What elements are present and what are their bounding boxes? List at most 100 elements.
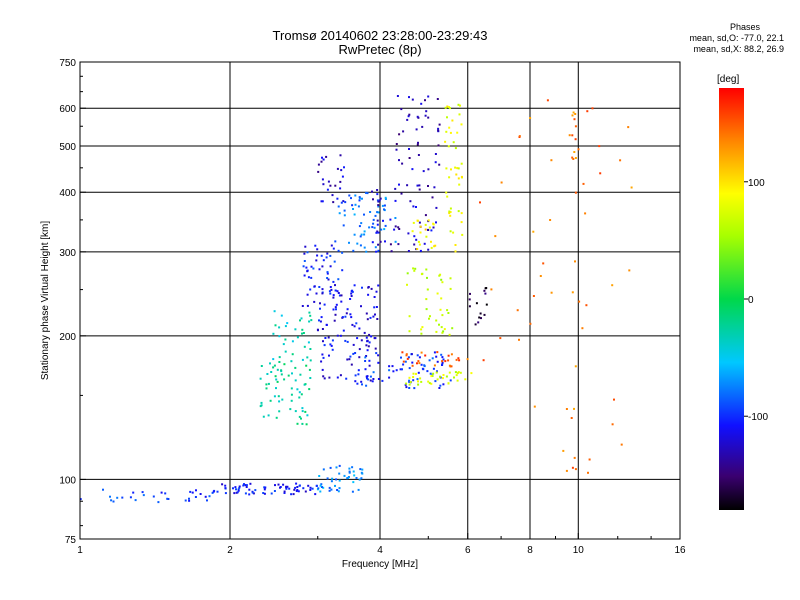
data-point: [102, 488, 104, 491]
data-point: [438, 163, 441, 166]
data-point: [429, 372, 432, 375]
data-point: [337, 490, 340, 493]
data-point: [375, 250, 378, 253]
data-point: [350, 295, 353, 297]
data-point: [323, 377, 326, 380]
data-point: [318, 319, 320, 322]
data-point: [414, 267, 417, 270]
data-point: [440, 297, 443, 300]
data-point: [330, 344, 333, 347]
data-point: [348, 358, 351, 361]
data-point: [574, 138, 577, 141]
data-point: [277, 395, 280, 398]
data-point: [320, 316, 323, 319]
data-point: [441, 377, 444, 380]
data-point: [298, 396, 301, 399]
data-point: [315, 259, 318, 262]
data-point: [477, 321, 480, 324]
data-point: [352, 352, 355, 355]
data-point: [260, 365, 263, 367]
data-point: [354, 352, 357, 354]
data-point: [361, 468, 364, 471]
data-point: [436, 98, 439, 100]
data-point: [395, 143, 398, 145]
data-point: [224, 492, 227, 495]
data-point: [571, 156, 574, 159]
data-point: [157, 501, 160, 504]
data-point: [402, 363, 405, 366]
data-point: [447, 382, 450, 385]
phase-info: Phases mean, sd,O: -77.0, 22.1 mean, sd,…: [604, 22, 784, 55]
data-point: [337, 249, 340, 252]
data-point: [330, 244, 333, 247]
data-point: [318, 475, 321, 477]
data-point: [365, 191, 367, 194]
data-point: [299, 319, 301, 322]
data-point: [438, 387, 441, 389]
data-point: [406, 118, 409, 121]
data-point: [331, 348, 334, 351]
data-point: [366, 318, 369, 321]
data-point: [413, 269, 416, 272]
data-point: [265, 387, 268, 390]
data-point: [332, 294, 335, 297]
data-point: [460, 175, 463, 178]
data-point: [479, 312, 482, 315]
data-point: [280, 369, 283, 372]
data-point: [434, 244, 437, 247]
data-point: [325, 323, 328, 326]
data-point: [365, 312, 368, 315]
data-point: [288, 487, 291, 490]
data-point: [411, 168, 414, 171]
data-point: [457, 210, 460, 213]
data-point: [332, 280, 335, 283]
data-point: [376, 230, 379, 233]
data-point: [398, 228, 401, 230]
data-point: [417, 154, 420, 156]
data-point: [398, 159, 400, 162]
data-point: [314, 244, 317, 247]
data-point: [420, 351, 423, 354]
data-point: [421, 125, 424, 128]
data-point: [400, 356, 402, 359]
data-point: [369, 211, 372, 213]
data-point: [417, 383, 420, 386]
data-point: [397, 226, 400, 229]
data-point: [242, 484, 245, 487]
data-point: [454, 371, 457, 374]
data-point: [415, 128, 418, 131]
data-point: [341, 269, 344, 272]
data-point: [295, 482, 298, 485]
data-point: [620, 443, 623, 446]
data-point: [348, 471, 351, 474]
data-point: [344, 339, 347, 342]
data-point: [284, 338, 287, 341]
data-point: [376, 189, 379, 191]
data-point: [413, 387, 416, 390]
data-point: [450, 168, 452, 171]
data-point: [363, 213, 365, 216]
data-point: [599, 172, 602, 175]
data-point: [441, 361, 444, 364]
data-point: [518, 338, 520, 341]
data-point: [355, 322, 358, 325]
data-point: [450, 353, 453, 356]
data-point: [408, 330, 411, 333]
data-point: [331, 477, 334, 480]
data-point: [350, 363, 353, 366]
data-point: [435, 330, 438, 333]
data-point: [434, 380, 437, 383]
data-point: [360, 477, 363, 480]
data-point: [307, 276, 310, 279]
data-point: [273, 490, 276, 492]
data-point: [458, 183, 461, 186]
data-point: [320, 254, 323, 257]
data-point: [310, 319, 313, 322]
data-point: [277, 483, 280, 486]
data-point: [427, 95, 430, 98]
data-point: [334, 484, 336, 487]
data-point: [448, 364, 451, 367]
data-point: [426, 288, 429, 291]
data-point: [363, 233, 366, 236]
data-point: [451, 119, 454, 122]
